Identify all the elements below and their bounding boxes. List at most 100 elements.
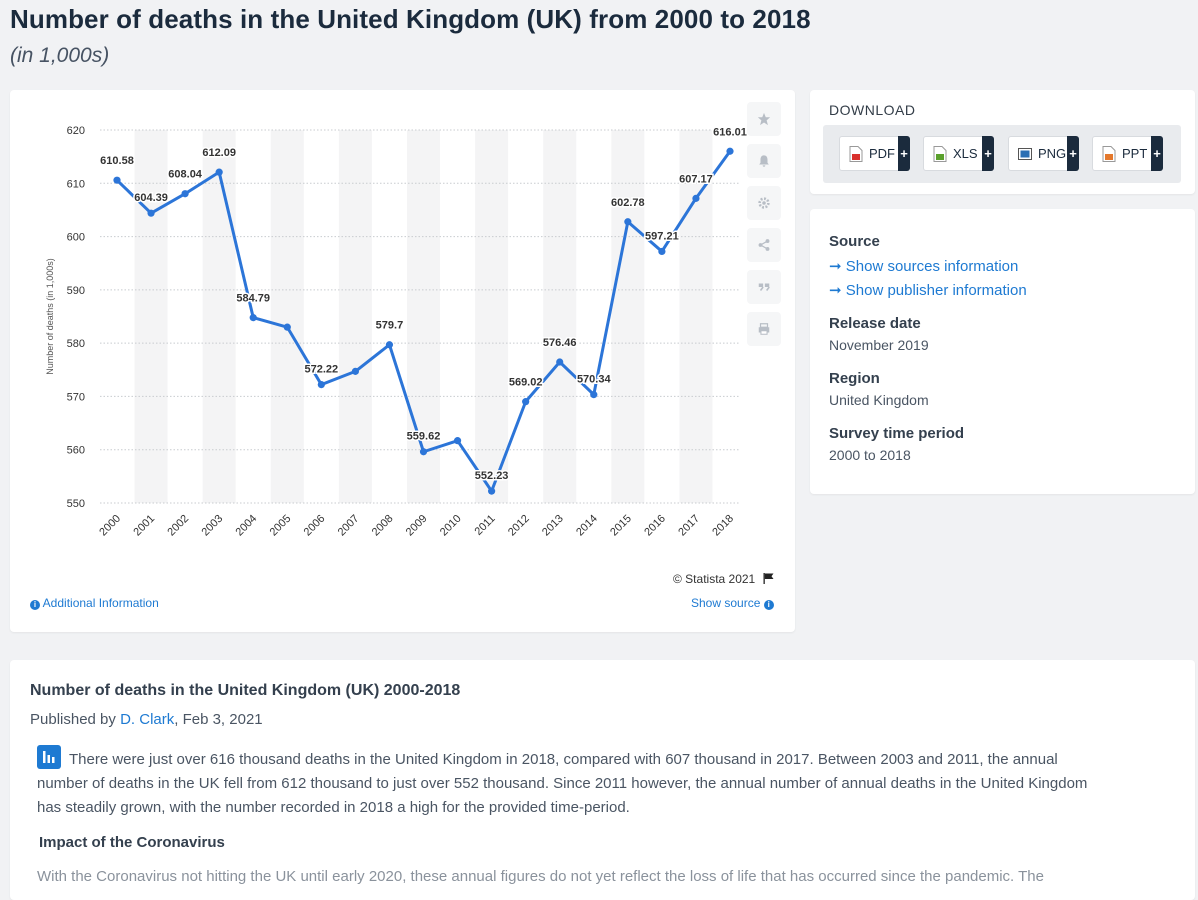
show-sources-link[interactable]: ➞ Show sources information (829, 258, 1019, 275)
column-band (543, 130, 577, 503)
line-chart: 550 560 570 580 590 600 610 620 Number of deaths… (45, 125, 748, 539)
data-point (283, 323, 291, 331)
cite-button[interactable] (747, 270, 781, 304)
share-icon (758, 239, 770, 251)
description-subheading: Impact of the Coronavirus (39, 834, 225, 851)
favorite-button[interactable] (747, 102, 781, 136)
release-date-value: November 2019 (829, 337, 929, 353)
data-point (488, 487, 496, 495)
y-tick-label: 580 (67, 338, 85, 350)
statistic-icon (37, 745, 61, 769)
x-tick-label: 2001 (131, 513, 157, 539)
x-tick-label: 2005 (268, 513, 294, 539)
x-tick-label: 2015 (608, 513, 634, 539)
settings-button[interactable] (747, 186, 781, 220)
description-title: Number of deaths in the United Kingdom (… (30, 682, 461, 699)
gear-icon (758, 197, 770, 209)
x-tick-label: 2010 (438, 513, 464, 539)
data-point (181, 190, 189, 198)
x-tick-label: 2016 (642, 513, 668, 539)
show-source-link[interactable]: Show source i (691, 596, 774, 610)
column-band (679, 130, 713, 503)
y-tick-label: 620 (67, 125, 85, 137)
share-button[interactable] (747, 228, 781, 262)
plus-icon: + (1151, 136, 1163, 171)
data-label: 572.22 (305, 364, 339, 376)
data-point (385, 341, 394, 349)
info-icon: i (763, 600, 774, 610)
x-tick-label: 2006 (302, 513, 328, 539)
column-band (338, 130, 372, 503)
data-point (215, 168, 223, 176)
data-label: 584.79 (236, 293, 270, 305)
column-band (134, 130, 168, 503)
download-ppt-button[interactable]: PPT + (1092, 136, 1163, 171)
author-link[interactable]: D. Clark (120, 711, 175, 728)
data-point (692, 194, 700, 202)
print-button[interactable] (747, 312, 781, 346)
x-tick-label: 2000 (97, 513, 123, 539)
y-tick-label: 600 (67, 232, 85, 244)
data-point (624, 218, 632, 226)
png-file-icon (1018, 147, 1032, 160)
x-tick-label: 2013 (540, 513, 566, 539)
x-tick-label: 2002 (165, 513, 191, 539)
download-card: DOWNLOAD PDF + XLS + PNG + PPT + (810, 90, 1195, 194)
additional-information-link[interactable]: i Additional Information (30, 596, 159, 610)
quote-icon (758, 283, 770, 291)
data-label: 616.01 (713, 126, 747, 138)
plus-icon: + (898, 136, 910, 171)
data-label: 610.58 (100, 155, 134, 167)
data-label: 559.62 (407, 431, 441, 443)
page-subtitle: (in 1,000s) (10, 44, 110, 67)
y-axis-title: Number of deaths (in 1,000s) (45, 258, 55, 375)
y-tick-label: 590 (67, 285, 85, 297)
data-point (249, 314, 257, 322)
x-tick-label: 2014 (574, 513, 600, 539)
data-point (419, 448, 428, 456)
survey-period-value: 2000 to 2018 (829, 447, 911, 463)
flag-icon[interactable] (763, 573, 774, 584)
column-band (475, 130, 509, 503)
chart-card: 550 560 570 580 590 600 610 620 Number of deaths… (10, 90, 795, 632)
info-icon: i (30, 600, 40, 610)
data-point (522, 398, 530, 406)
x-tick-label: 2012 (506, 513, 532, 539)
data-point (556, 358, 564, 366)
x-tick-label: 2007 (336, 513, 362, 539)
bell-icon (759, 155, 769, 167)
x-tick-label: 2017 (676, 513, 702, 539)
ppt-file-icon (1102, 145, 1116, 162)
x-tick-label: 2009 (404, 513, 430, 539)
statistic-details-card: Source ➞ Show sources information ➞ Show… (810, 209, 1195, 494)
data-label: 552.23 (475, 470, 509, 482)
plus-icon: + (982, 136, 994, 171)
x-tick-label: 2018 (710, 513, 736, 539)
notification-button[interactable] (747, 144, 781, 178)
release-date-label: Release date (829, 315, 921, 332)
data-label: 612.09 (202, 147, 236, 159)
data-label: 576.46 (543, 337, 577, 349)
column-band (611, 130, 645, 503)
data-label: 604.39 (134, 192, 168, 204)
description-card: Number of deaths in the United Kingdom (… (10, 660, 1195, 900)
download-bar: PDF + XLS + PNG + PPT + (823, 125, 1181, 183)
column-band (270, 130, 304, 503)
byline: Published by D. Clark, Feb 3, 2021 (30, 711, 263, 728)
arrow-right-icon: ➞ (829, 258, 842, 275)
star-icon (757, 112, 771, 126)
show-publisher-link[interactable]: ➞ Show publisher information (829, 282, 1027, 299)
download-pdf-button[interactable]: PDF + (839, 136, 910, 171)
data-point (453, 437, 462, 445)
y-tick-label: 560 (67, 445, 85, 457)
data-point (658, 247, 666, 256)
print-icon (758, 323, 770, 335)
data-point (351, 367, 359, 375)
data-label: 602.78 (611, 197, 645, 209)
data-label: 570.34 (577, 374, 612, 386)
data-point (113, 176, 121, 184)
download-xls-button[interactable]: XLS + (923, 136, 994, 171)
data-point (317, 380, 325, 389)
description-body-continued: With the Coronavirus not hitting the UK … (37, 868, 1044, 885)
download-png-button[interactable]: PNG + (1008, 136, 1079, 171)
